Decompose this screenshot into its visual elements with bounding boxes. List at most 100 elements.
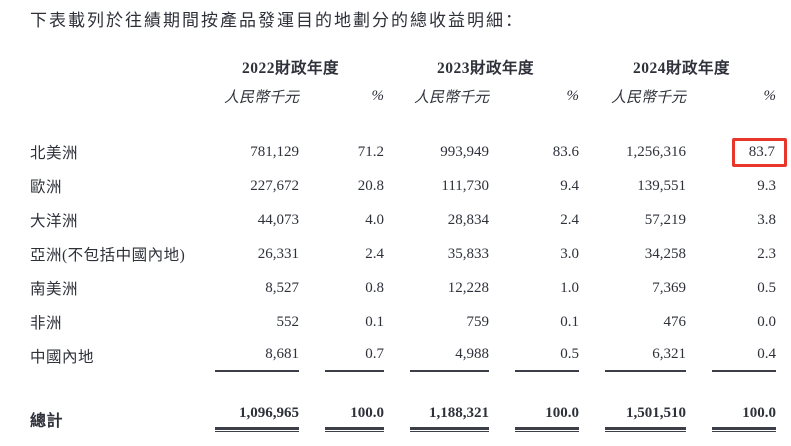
region-label: 亞洲(不包括中國內地) [30,247,186,265]
highlight-box: 83.7 [731,137,788,167]
cell-value: 44,073 [257,211,299,228]
total-amount-cell: 1,501,510 [583,397,690,438]
amount-cell: 12,228 [388,271,493,305]
cell-value: 0.8 [365,279,385,296]
percent-cell: 0.5 [493,339,583,373]
cell-value: 57,219 [644,211,687,228]
unit-header-2024: 人民幣千元 [611,90,687,107]
percent-cell: 0.7 [303,339,388,373]
amount-cell: 7,369 [583,271,690,305]
total-value: 1,096,965 [239,405,299,422]
total-percent-cell: 100.0 [303,397,388,438]
amount-cell: 8,527 [193,271,303,305]
percent-cell: 83.7 [690,135,788,169]
cell-value: 111,730 [441,177,490,194]
percent-cell: 0.0 [690,305,780,339]
table-row: 大洋洲 44,073 4.0 28,834 2.4 57,219 3.8 [30,203,780,237]
cell-value: 8,527 [265,279,299,296]
cell-value: 0.7 [325,346,385,373]
cell-value: 28,834 [447,211,490,228]
cell-value: 993,949 [440,143,490,160]
table-row: 歐洲 227,672 20.8 111,730 9.4 139,551 9.3 [30,169,780,203]
double-rule [712,427,777,433]
percent-cell: 2.4 [303,237,388,271]
table-row: 中國內地 8,681 0.7 4,988 0.5 6,321 0.4 [30,339,780,373]
double-rule [410,427,490,433]
cell-value: 9.4 [560,177,580,194]
percent-cell: 83.6 [493,135,583,169]
cell-value: 0.5 [757,279,777,296]
amount-cell: 35,833 [388,237,493,271]
percent-cell: 9.3 [690,169,780,203]
total-value: 1,188,321 [429,405,490,422]
cell-value: 781,129 [250,143,299,160]
year-header-2024: 2024財政年度 [633,60,731,78]
amount-cell: 993,949 [388,135,493,169]
amount-cell: 57,219 [583,203,690,237]
percent-cell: 3.8 [690,203,780,237]
table-row: 亞洲(不包括中國內地) 26,331 2.4 35,833 3.0 34,258 2.3 [30,237,780,271]
percent-cell: 2.4 [493,203,583,237]
percent-cell: 0.1 [493,305,583,339]
double-rule [515,427,580,433]
amount-cell: 781,129 [193,135,303,169]
double-rule [325,427,385,433]
cell-value: 0.5 [515,346,580,373]
cell-value: 227,672 [250,177,299,194]
total-row: 總計 1,096,965 100.0 1,188,321 100.0 1,501… [30,397,780,438]
cell-value: 759 [466,313,490,330]
cell-value: 4,988 [410,346,490,373]
cell-value: 3.8 [757,211,777,228]
cell-value: 1.0 [560,279,580,296]
amount-cell: 8,681 [193,339,303,373]
total-value: 100.0 [545,405,580,422]
amount-cell: 44,073 [193,203,303,237]
cell-value: 2.3 [757,245,777,262]
amount-cell: 4,988 [388,339,493,373]
region-label: 北美洲 [30,145,79,163]
cell-value: 2.4 [560,211,580,228]
region-label: 非洲 [30,315,63,333]
cell-value: 8,681 [215,346,299,373]
cell-value: 0.1 [560,313,580,330]
total-value: 100.0 [742,405,777,422]
cell-value: 4.0 [365,211,385,228]
amount-cell: 227,672 [193,169,303,203]
cell-value: 34,258 [644,245,687,262]
cell-value: 6,321 [605,346,687,373]
cell-value: 2.4 [365,245,385,262]
percent-cell: 0.8 [303,271,388,305]
percent-cell: 0.5 [690,271,780,305]
empty-header-cell [30,84,193,109]
total-value: 1,501,510 [626,405,687,422]
cell-value: 83.6 [552,143,580,160]
table-row: 非洲 552 0.1 759 0.1 476 0.0 [30,305,780,339]
cell-value: 3.0 [560,245,580,262]
total-amount-cell: 1,188,321 [388,397,493,438]
percent-cell: 0.4 [690,339,780,373]
spacer-row [30,109,780,135]
empty-header-cell [30,52,193,84]
cell-value: 9.3 [757,177,777,194]
amount-cell: 759 [388,305,493,339]
percent-cell: 4.0 [303,203,388,237]
region-label: 歐洲 [30,179,63,197]
unit-header-row: 人民幣千元 % 人民幣千元 % 人民幣千元 % [30,84,780,109]
region-label: 南美洲 [30,281,79,299]
table-header: 2022財政年度 2023財政年度 2024財政年度 人民幣千元 % 人民幣千元… [30,52,780,109]
percent-cell: 20.8 [303,169,388,203]
amount-cell: 6,321 [583,339,690,373]
region-label: 中國內地 [30,349,95,367]
table-body: 北美洲 781,129 71.2 993,949 83.6 1,256,316 83.7 … [30,109,788,438]
table-row: 北美洲 781,129 71.2 993,949 83.6 1,256,316 83.7 [30,135,788,169]
double-rule [215,427,299,433]
table-row: 南美洲 8,527 0.8 12,228 1.0 7,369 0.5 [30,271,780,305]
cell-value: 0.4 [712,346,777,373]
amount-cell: 139,551 [583,169,690,203]
double-rule [605,427,687,433]
cell-value: 1,256,316 [626,143,687,160]
page-title: 下表載列於往績期間按產品發運目的地劃分的總收益明細： [30,11,524,30]
cell-value: 7,369 [652,279,687,296]
amount-cell: 111,730 [388,169,493,203]
